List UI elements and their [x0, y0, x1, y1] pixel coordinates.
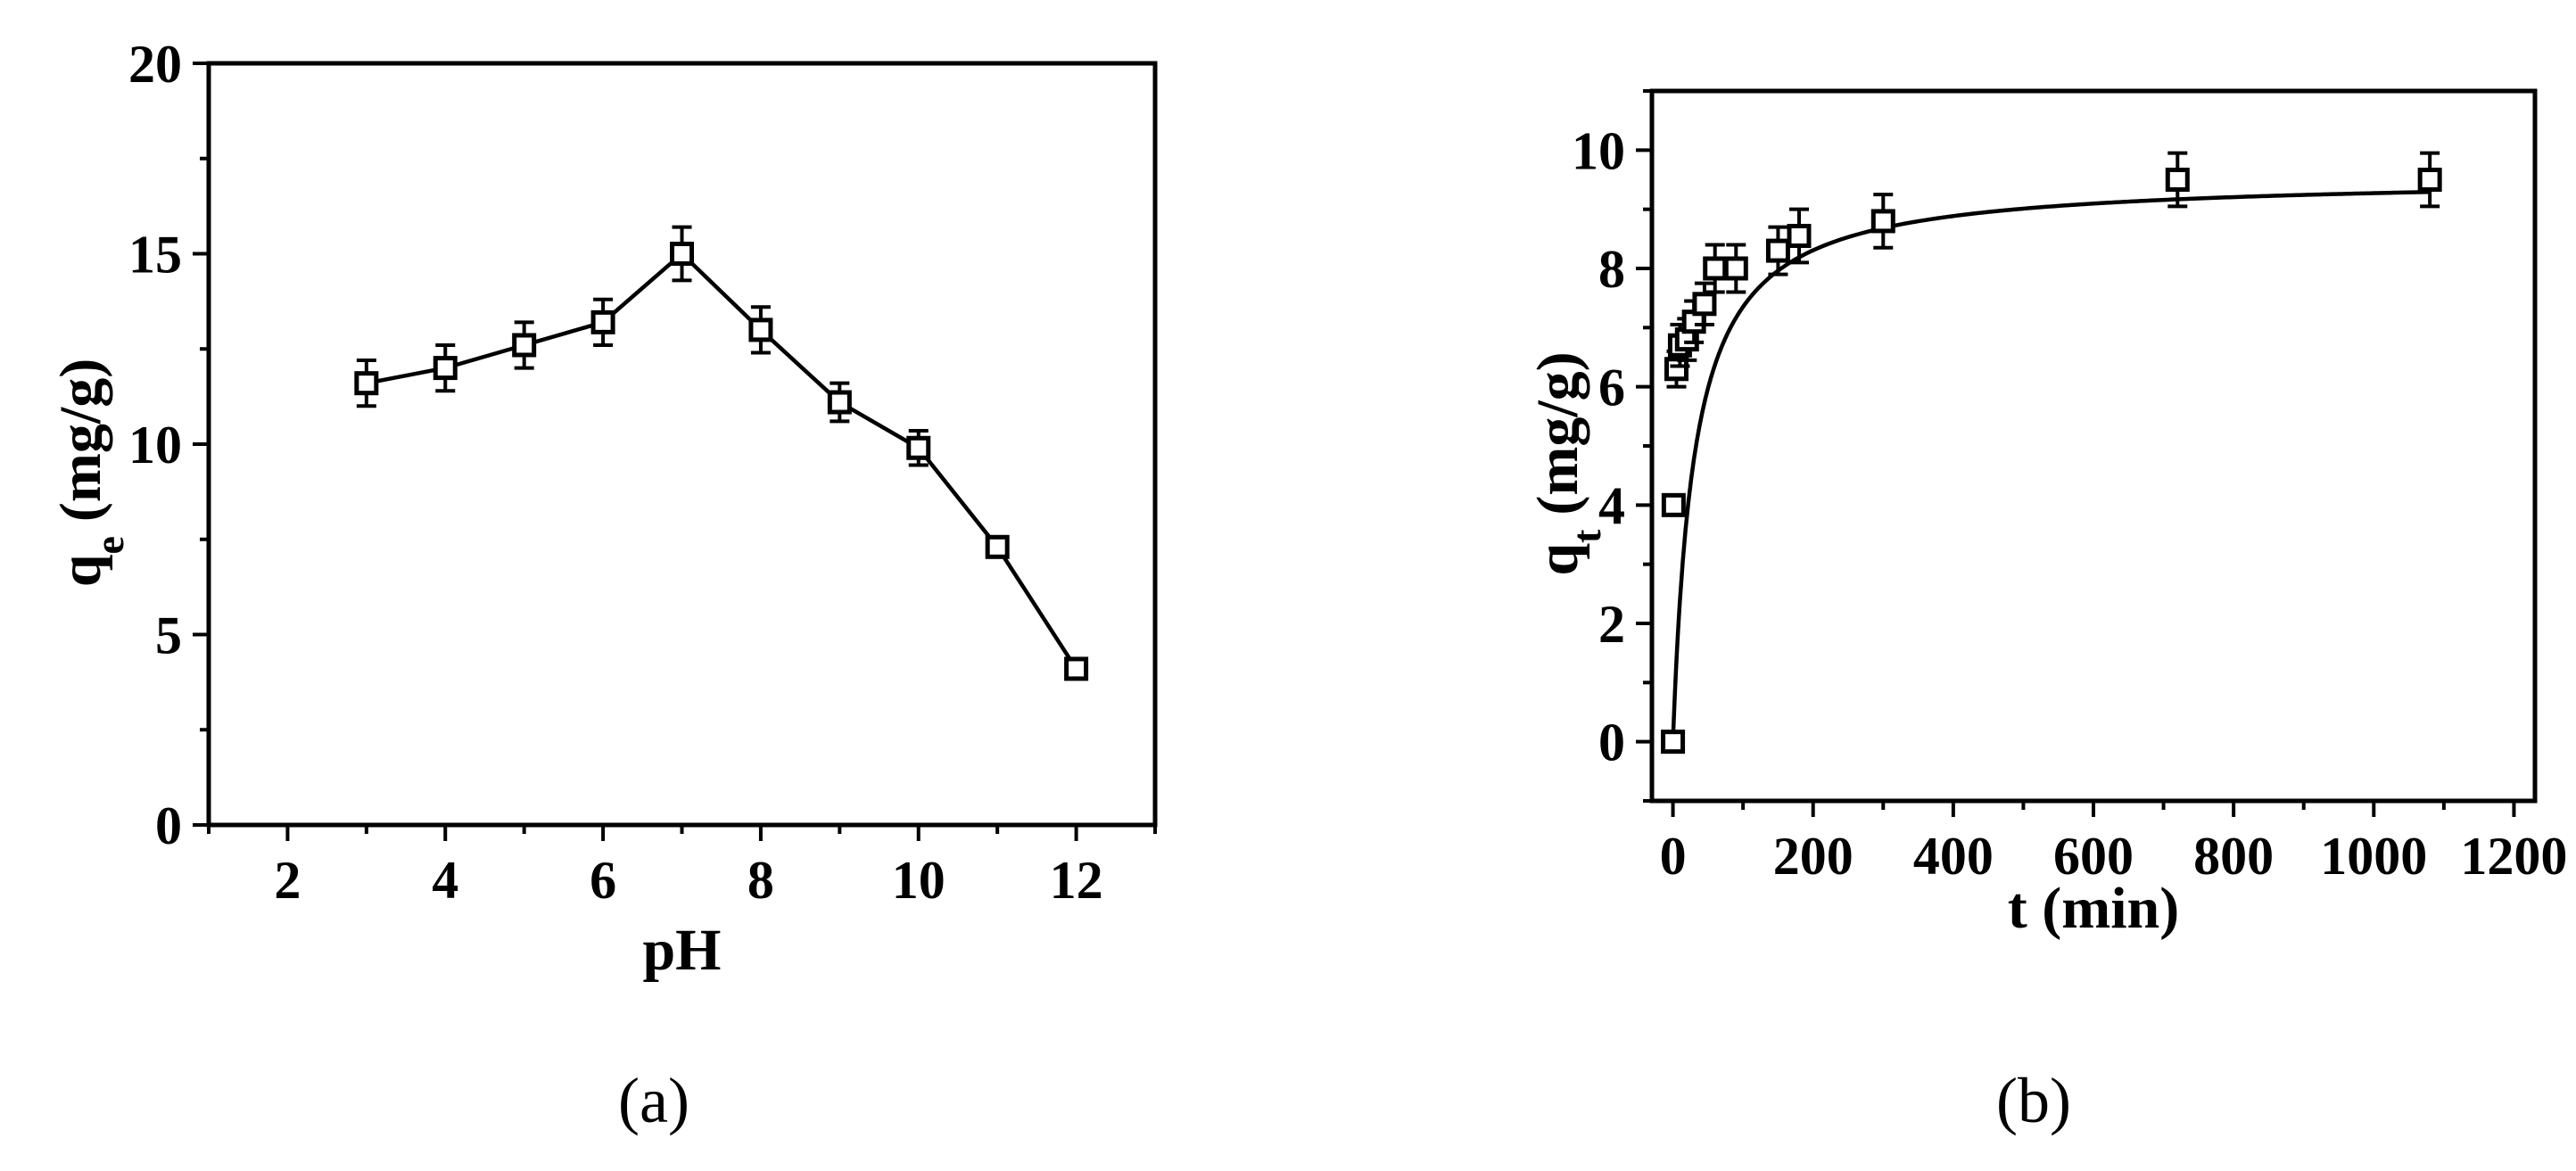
- data-point: [1664, 357, 1688, 382]
- x-axis-title: t (min): [2008, 876, 2179, 941]
- y-tick-label: 10: [128, 416, 182, 474]
- y-tick-label: 10: [1572, 121, 1625, 180]
- plot-frame: [1649, 88, 2538, 804]
- x-tick-label: 1200: [2460, 827, 2567, 886]
- y-tick-label: 5: [155, 606, 182, 665]
- data-point: [1703, 256, 1728, 281]
- data-point: [2417, 168, 2442, 192]
- data-point: [512, 333, 537, 358]
- x-axis-title: pH: [642, 918, 721, 983]
- x-tick-label: 6: [590, 851, 616, 910]
- y-axis-title-subscript: t: [1564, 529, 1609, 543]
- x-tick-label: 800: [2193, 827, 2274, 886]
- plot-frame: [206, 61, 1158, 828]
- x-tick-label: 200: [1773, 827, 1854, 886]
- y-axis-title-subscript: e: [87, 536, 132, 554]
- y-axis-title-unit: (mg/g): [48, 359, 113, 522]
- y-tick-label: 4: [1598, 476, 1625, 535]
- y-tick-label: 2: [1598, 595, 1625, 654]
- series-line: [366, 251, 1078, 671]
- fit-curve: [1671, 190, 2429, 742]
- x-tick-label: 4: [432, 851, 458, 910]
- data-point: [748, 317, 773, 342]
- data-point: [1723, 256, 1748, 281]
- data-point: [906, 435, 931, 460]
- data-point: [1661, 492, 1686, 517]
- y-axis-title-symbol: q: [1525, 543, 1590, 576]
- chart-panel-a: 2 4 6 8 10 12 0 5 10 15 20 pH qe (mg/g) (a): [48, 35, 1158, 1136]
- data-point: [1661, 730, 1686, 755]
- y-tick-label: 15: [128, 226, 182, 285]
- x-tick-label: 400: [1913, 827, 1994, 886]
- x-tick-label: 8: [747, 851, 774, 910]
- data-point: [1064, 656, 1089, 681]
- y-axis-title-unit: (mg/g): [1525, 351, 1590, 515]
- y-axis-title: qt (mg/g): [1525, 351, 1609, 575]
- y-tick-label: 8: [1598, 240, 1625, 299]
- data-point: [1765, 238, 1790, 263]
- chart-panel-b: 0 200 400 600 800 1000 1200 0 2 4 6 8 10 t (min) qt (mg…: [1525, 88, 2567, 1136]
- data-point: [1692, 292, 1717, 317]
- data-point: [354, 371, 379, 396]
- data-point: [985, 534, 1010, 559]
- data-point: [1870, 209, 1895, 234]
- x-tick-label: 1000: [2320, 827, 2427, 886]
- y-tick-label: 20: [128, 35, 182, 94]
- panel-label: (b): [1996, 1065, 2071, 1136]
- x-tick-label: 2: [274, 851, 301, 910]
- panel-label: (a): [618, 1065, 689, 1136]
- data-point: [1787, 224, 1812, 249]
- data-point: [670, 242, 694, 266]
- x-tick-label: 0: [1660, 827, 1687, 886]
- data-point: [827, 390, 852, 415]
- y-tick-label: 6: [1598, 359, 1625, 417]
- y-axis-title-symbol: q: [48, 554, 113, 587]
- x-tick-label: 10: [892, 851, 945, 910]
- y-tick-label: 0: [1598, 713, 1625, 772]
- data-point: [590, 309, 615, 334]
- x-tick-label: 600: [2053, 827, 2134, 886]
- data-point: [433, 356, 458, 381]
- data-point: [2165, 168, 2190, 192]
- y-axis-title: qe (mg/g): [48, 359, 132, 587]
- x-tick-label: 12: [1050, 851, 1103, 910]
- y-tick-label: 0: [155, 796, 182, 855]
